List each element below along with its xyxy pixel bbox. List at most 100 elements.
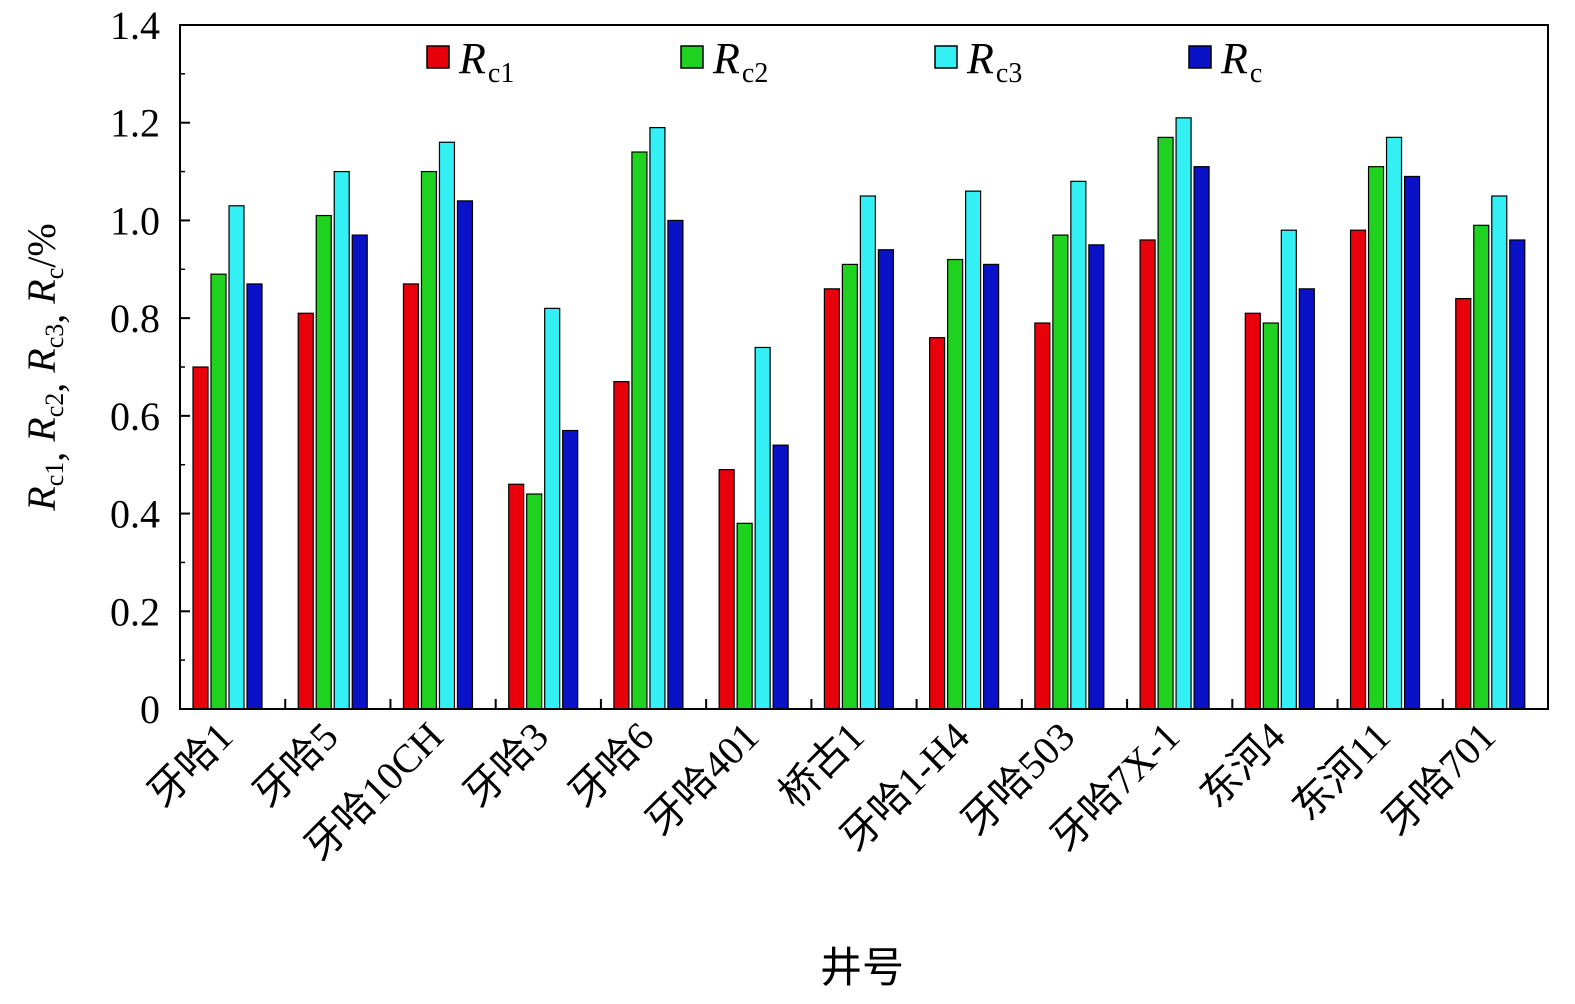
legend-swatch bbox=[426, 45, 450, 69]
bar-rc2-11 bbox=[1367, 166, 1385, 710]
bar-rc3-4 bbox=[649, 126, 666, 710]
bar-rc-6 bbox=[877, 249, 894, 710]
bar-rc2-12 bbox=[1473, 224, 1490, 710]
y-axis-title-unit: /% bbox=[19, 223, 64, 267]
bar-rc1-1 bbox=[297, 312, 314, 710]
bar-rc1-2 bbox=[402, 283, 420, 710]
bar-rc1-3 bbox=[508, 483, 525, 710]
x-tick-label: 牙哈3 bbox=[455, 714, 558, 817]
y-tick-label: 0.6 bbox=[110, 394, 160, 439]
y-tick-label: 0.8 bbox=[110, 296, 160, 341]
bar-rc2-2 bbox=[420, 170, 438, 710]
bars-layer bbox=[192, 117, 1526, 710]
y-tick-label: 1.2 bbox=[110, 101, 160, 146]
bar-rc2-0 bbox=[210, 273, 227, 710]
y-axis-title-base: R bbox=[19, 348, 64, 373]
bar-rc3-0 bbox=[228, 205, 245, 710]
legend-label-base: R bbox=[1220, 34, 1248, 83]
bar-rc3-1 bbox=[333, 170, 350, 710]
bar-rc1-0 bbox=[192, 366, 209, 710]
x-tick-label: 牙哈701 bbox=[1373, 714, 1504, 845]
y-tick-labels: 0 0.2 0.4 0.6 0.8 1.0 1.2 1.4 bbox=[110, 3, 160, 732]
legend-label-sub: c bbox=[1250, 58, 1262, 89]
bar-rc-8 bbox=[1088, 244, 1105, 710]
y-axis-title-sub: c1 bbox=[40, 462, 69, 487]
bar-rc3-6 bbox=[859, 195, 876, 710]
bar-rc2-5 bbox=[736, 522, 753, 710]
axes-layer bbox=[179, 24, 1549, 710]
y-axis-title-separator: , bbox=[27, 373, 72, 393]
legend-swatch bbox=[1188, 45, 1212, 69]
bar-rc1-4 bbox=[613, 381, 630, 710]
bar-rc1-6 bbox=[823, 288, 840, 710]
y-axis-title-sub: c bbox=[40, 268, 69, 280]
bar-rc2-10 bbox=[1262, 322, 1279, 710]
bar-rc1-10 bbox=[1244, 312, 1261, 710]
bar-rc3-12 bbox=[1491, 195, 1508, 710]
legend-label-base: R bbox=[458, 34, 486, 83]
x-tick-label: 牙哈6 bbox=[560, 714, 663, 817]
x-tick-label: 牙哈5 bbox=[244, 714, 347, 817]
y-tick-label: 0.4 bbox=[110, 492, 160, 537]
bar-rc1-7 bbox=[929, 337, 946, 710]
bar-rc-0 bbox=[246, 283, 263, 710]
y-axis-title: Rc1, Rc2, Rc3, Rc/% bbox=[19, 223, 72, 511]
y-axis-title-base: R bbox=[19, 417, 64, 442]
bar-rc2-4 bbox=[631, 151, 648, 710]
bar-rc-1 bbox=[351, 234, 368, 710]
legend-label-sub: c1 bbox=[488, 58, 514, 89]
x-tick-label: 桥古1 bbox=[770, 714, 873, 817]
bar-rc-7 bbox=[983, 263, 1000, 710]
bar-rc-9 bbox=[1193, 166, 1210, 710]
y-tick-label: 1.0 bbox=[110, 198, 160, 243]
y-axis-title-separator: , bbox=[27, 442, 72, 462]
bar-rc2-1 bbox=[315, 214, 332, 710]
bar-rc2-6 bbox=[841, 263, 858, 710]
bar-rc3-9 bbox=[1175, 117, 1192, 710]
y-tick-label: 1.4 bbox=[110, 3, 160, 48]
legend-label-sub: c3 bbox=[996, 58, 1022, 89]
y-axis-title-base: R bbox=[19, 279, 64, 304]
y-axis-title-sub: c2 bbox=[40, 393, 69, 418]
x-tick-label: 东河4 bbox=[1191, 714, 1294, 817]
legend-label: Rc2 bbox=[712, 34, 768, 89]
bar-rc3-10 bbox=[1280, 229, 1297, 710]
bar-rc3-5 bbox=[754, 346, 771, 710]
y-axis-title-base: R bbox=[19, 486, 64, 511]
legend: Rc1 Rc2 Rc3 Rc bbox=[426, 34, 1262, 89]
bar-rc-10 bbox=[1298, 288, 1315, 710]
x-tick-label: 牙哈401 bbox=[637, 714, 768, 845]
bar-rc-2 bbox=[456, 200, 474, 710]
y-tick-label: 0 bbox=[140, 687, 160, 732]
bar-rc3-2 bbox=[438, 141, 456, 710]
bar-rc1-11 bbox=[1349, 229, 1367, 710]
bar-rc1-9 bbox=[1139, 239, 1156, 710]
bar-rc2-9 bbox=[1157, 136, 1174, 710]
y-axis-title-separator: , bbox=[27, 304, 72, 324]
x-axis-title: 井号 bbox=[820, 946, 904, 992]
y-axis-title-text: Rc1, Rc2, Rc3, Rc/% bbox=[19, 223, 72, 511]
legend-label: Rc3 bbox=[966, 34, 1022, 89]
bar-rc2-8 bbox=[1052, 234, 1069, 710]
bar-rc-5 bbox=[772, 444, 789, 710]
bar-rc1-12 bbox=[1455, 298, 1472, 710]
bar-rc3-7 bbox=[965, 190, 982, 710]
bar-rc-11 bbox=[1403, 175, 1421, 710]
legend-label-sub: c2 bbox=[742, 58, 768, 89]
bar-rc2-7 bbox=[947, 258, 964, 710]
legend-label-base: R bbox=[966, 34, 994, 83]
legend-label: Rc bbox=[1220, 34, 1262, 89]
bar-rc-3 bbox=[562, 429, 579, 710]
bar-rc3-3 bbox=[544, 307, 561, 710]
legend-swatch bbox=[934, 45, 958, 69]
bar-rc-12 bbox=[1509, 239, 1526, 710]
y-axis-title-sub: c3 bbox=[40, 324, 69, 349]
y-tick-label: 0.2 bbox=[110, 589, 160, 634]
bar-rc-4 bbox=[667, 219, 684, 710]
legend-label: Rc1 bbox=[458, 34, 514, 89]
bar-rc2-3 bbox=[526, 493, 543, 710]
legend-label-base: R bbox=[712, 34, 740, 83]
